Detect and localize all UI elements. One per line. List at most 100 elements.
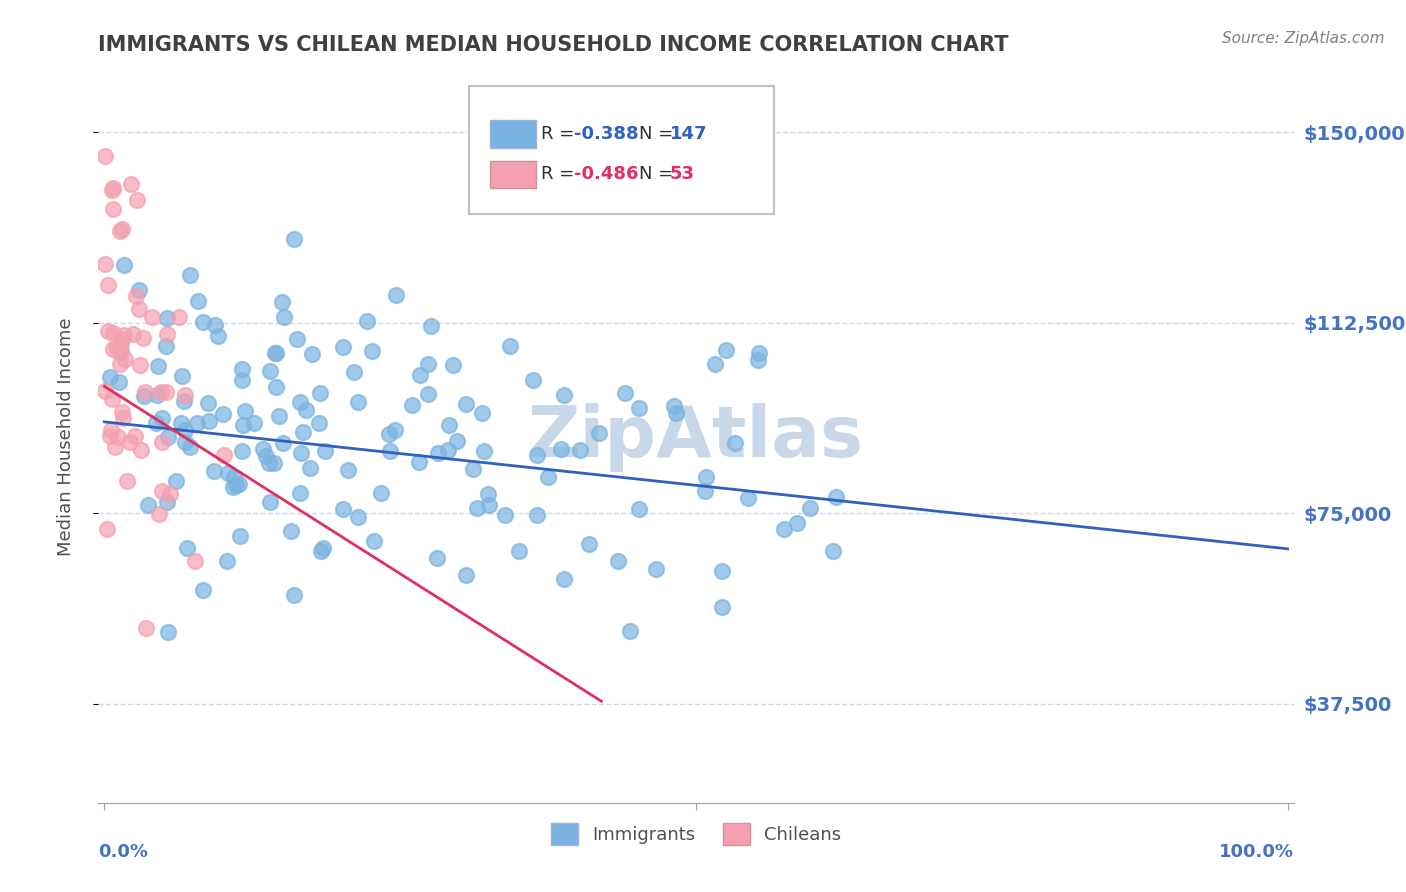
Point	[337, 463, 360, 477]
Point	[121, 327, 143, 342]
Text: R =: R =	[541, 166, 579, 184]
Point	[155, 339, 177, 353]
Point	[271, 435, 294, 450]
Point	[471, 405, 494, 419]
Point	[665, 406, 688, 420]
Point	[183, 554, 205, 568]
Point	[212, 407, 235, 421]
Point	[112, 328, 135, 343]
Point	[105, 340, 128, 354]
Text: N =: N =	[638, 125, 679, 144]
Point	[231, 373, 253, 387]
Point	[111, 405, 134, 419]
FancyBboxPatch shape	[491, 161, 536, 188]
Point	[110, 344, 132, 359]
Point	[202, 464, 225, 478]
Point	[437, 443, 460, 458]
Point	[134, 385, 156, 400]
Point	[773, 522, 796, 536]
Point	[312, 541, 335, 556]
Point	[114, 351, 136, 366]
Point	[170, 369, 193, 384]
Point	[478, 499, 501, 513]
Point	[446, 434, 468, 449]
Point	[94, 149, 117, 163]
Point	[427, 445, 450, 459]
Point	[141, 310, 163, 325]
Point	[212, 448, 235, 462]
Point	[693, 484, 716, 499]
Point	[401, 398, 423, 412]
Point	[135, 621, 157, 635]
Point	[295, 402, 318, 417]
Point	[231, 361, 253, 376]
Point	[129, 358, 152, 372]
Point	[148, 359, 170, 373]
Point	[198, 414, 221, 428]
Point	[112, 258, 135, 272]
Point	[695, 469, 717, 483]
Point	[156, 494, 179, 508]
Point	[607, 554, 630, 568]
Point	[108, 343, 131, 357]
Point	[173, 435, 195, 450]
Point	[159, 486, 181, 500]
Text: 0.0%: 0.0%	[98, 843, 149, 861]
Point	[309, 386, 332, 401]
Point	[179, 440, 201, 454]
Point	[380, 444, 402, 458]
Point	[384, 423, 406, 437]
Point	[149, 384, 172, 399]
Text: Source: ZipAtlas.com: Source: ZipAtlas.com	[1222, 31, 1385, 46]
FancyBboxPatch shape	[470, 86, 773, 214]
Point	[228, 529, 250, 543]
Point	[167, 310, 190, 324]
Point	[308, 416, 330, 430]
Point	[283, 588, 305, 602]
Point	[363, 534, 385, 549]
Point	[243, 416, 266, 430]
Point	[98, 370, 121, 384]
Point	[347, 394, 370, 409]
Text: -0.388: -0.388	[574, 125, 638, 144]
Point	[550, 442, 572, 456]
Point	[613, 385, 636, 400]
Point	[157, 624, 180, 639]
Point	[710, 564, 733, 578]
Point	[186, 416, 208, 430]
Legend: Immigrants, Chileans: Immigrants, Chileans	[544, 816, 848, 852]
Point	[107, 375, 129, 389]
Point	[156, 327, 179, 342]
Point	[420, 318, 443, 333]
Point	[232, 418, 254, 433]
Point	[96, 522, 118, 536]
Point	[225, 478, 247, 492]
Text: 100.0%: 100.0%	[1219, 843, 1294, 861]
Point	[120, 177, 142, 191]
Point	[110, 337, 132, 351]
Point	[292, 425, 315, 439]
Point	[191, 583, 214, 598]
Point	[108, 224, 131, 238]
Point	[332, 502, 354, 516]
Point	[173, 394, 195, 409]
Point	[645, 562, 668, 576]
Point	[103, 343, 125, 357]
Point	[101, 326, 124, 340]
Point	[416, 386, 439, 401]
Point	[553, 572, 575, 586]
Point	[494, 508, 516, 522]
Point	[748, 346, 770, 360]
Point	[477, 487, 499, 501]
Point	[145, 417, 167, 431]
Point	[263, 456, 285, 470]
Point	[176, 541, 198, 555]
Point	[187, 294, 209, 309]
FancyBboxPatch shape	[491, 120, 536, 148]
Point	[98, 429, 121, 443]
Point	[499, 339, 522, 353]
Point	[94, 257, 117, 271]
Point	[463, 462, 485, 476]
Point	[416, 357, 439, 371]
Point	[619, 624, 641, 639]
